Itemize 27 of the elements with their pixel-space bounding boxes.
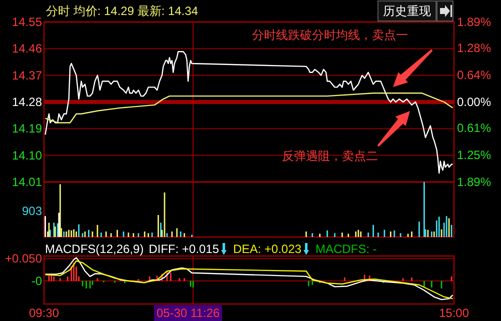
y-tick-label: 14.01	[12, 175, 42, 189]
x-tick-label: 09:30	[28, 306, 60, 320]
y2-tick-label: 1.89%	[457, 175, 492, 189]
text: 历史重现	[383, 4, 431, 18]
y-tick-label: 14.19	[12, 122, 42, 136]
y-tick-label: 14.55	[12, 15, 42, 29]
y2-tick-label: 0.64%	[457, 68, 492, 82]
y-tick-label: 14.28	[12, 95, 42, 109]
text: 903	[22, 204, 42, 218]
chart-title: MACDFS(12,26,9)	[45, 242, 144, 256]
annotation: MACDFS: -	[315, 242, 377, 256]
y2-tick-label: 1.89%	[457, 15, 492, 29]
chart-title: 分时 均价: 14.29 最新: 14.34	[46, 4, 198, 18]
y-tick-label: 14.46	[12, 42, 42, 56]
y2-tick-label: 0.00%	[457, 95, 492, 109]
y-tick-label: 14.37	[12, 68, 42, 82]
x-tick-label: 15:00	[438, 306, 470, 320]
y2-tick-label: 1.25%	[457, 148, 492, 162]
annotation: DIFF: +0.015	[148, 242, 220, 256]
y-tick-label: -0	[31, 274, 42, 288]
y2-tick-label: 0.61%	[457, 120, 492, 135]
annotation: 反弹遇阻，卖点二	[282, 149, 378, 163]
y2-tick-label: 1.28%	[457, 40, 492, 55]
y-tick-label: +0.050	[4, 252, 42, 266]
y-tick-label: 14.10	[12, 148, 42, 162]
annotation: DEA: +0.023	[233, 242, 302, 256]
annotation: 分时线跌破分时均线，卖点一	[252, 28, 408, 42]
